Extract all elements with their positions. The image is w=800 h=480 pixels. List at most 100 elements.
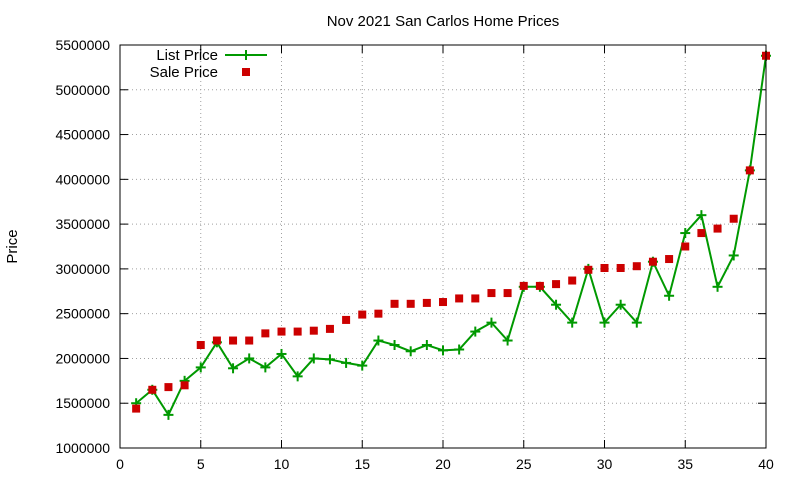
list-price-point	[631, 317, 642, 328]
sale-price-point	[374, 309, 383, 318]
sale-price-point	[277, 327, 286, 336]
list-price-point	[712, 281, 723, 292]
sale-price-point	[697, 229, 706, 238]
sale-price-point	[422, 298, 431, 307]
list-price-point	[405, 346, 416, 357]
sale-price-point	[487, 289, 496, 298]
y-tick-label: 5000000	[55, 82, 110, 98]
list-price-point	[615, 299, 626, 310]
list-price-point	[308, 353, 319, 364]
sale-price-point	[729, 214, 738, 223]
sale-price-point	[600, 263, 609, 272]
sale-price-point	[648, 257, 657, 266]
y-tick-label: 2500000	[55, 306, 110, 322]
list-price-point	[664, 290, 675, 301]
sale-price-point	[552, 280, 561, 289]
sale-price-point	[519, 281, 528, 290]
series-layer	[131, 50, 771, 420]
x-tick-label: 15	[354, 456, 370, 472]
list-price-point	[260, 362, 271, 373]
list-price-point	[163, 409, 174, 420]
x-tick-label: 5	[197, 456, 205, 472]
x-tick-label: 40	[758, 456, 774, 472]
x-tick-label: 30	[597, 456, 613, 472]
y-tick-label: 4000000	[55, 171, 110, 187]
list-price-point	[389, 340, 400, 351]
sale-price-point	[745, 166, 754, 175]
y-tick-label: 1000000	[55, 440, 110, 456]
sale-price-point	[681, 242, 690, 251]
x-tick-label: 20	[435, 456, 451, 472]
list-price-point	[470, 326, 481, 337]
sale-price-point	[342, 315, 351, 324]
sale-price-point	[164, 383, 173, 392]
sale-price-point	[503, 289, 512, 298]
sale-price-point	[229, 336, 238, 345]
legend-label: List Price	[156, 47, 218, 64]
list-price-point	[292, 371, 303, 382]
sale-price-point	[713, 224, 722, 233]
plot-frame	[119, 44, 767, 449]
y-axis-label: Price	[4, 229, 21, 263]
sale-price-point	[584, 265, 593, 274]
list-price-point	[324, 354, 335, 365]
y-tick-label: 1500000	[55, 395, 110, 411]
sale-price-point	[665, 255, 674, 264]
sale-price-point	[309, 326, 318, 335]
legend-swatch-plus	[241, 50, 251, 60]
y-tick-label: 2000000	[55, 350, 110, 366]
sale-price-point	[439, 298, 447, 307]
list-price-point	[357, 360, 368, 371]
list-price-point	[502, 335, 513, 346]
sale-price-point	[471, 294, 480, 303]
list-price-point	[373, 335, 384, 346]
x-tick-label: 25	[516, 456, 532, 472]
sale-price-point	[616, 263, 625, 272]
list-price-point	[341, 357, 352, 368]
legend-label: Sale Price	[150, 64, 218, 81]
list-price-line	[135, 55, 767, 417]
list-price-point	[228, 363, 239, 374]
sale-price-point	[132, 404, 141, 413]
list-price-point	[728, 250, 739, 261]
sale-price-point	[535, 281, 544, 290]
sale-price-point	[406, 299, 415, 308]
list-price-point	[567, 317, 578, 328]
sale-price-point	[245, 336, 254, 345]
sale-price-point	[196, 341, 205, 350]
sale-price-point	[632, 262, 641, 271]
x-tick-label: 35	[677, 456, 693, 472]
y-tick-label: 4500000	[55, 127, 110, 143]
list-price-point	[421, 340, 432, 351]
list-price-point	[244, 353, 255, 364]
list-price-point	[438, 345, 448, 356]
x-tick-label: 10	[274, 456, 290, 472]
grid	[120, 45, 766, 448]
series-sale-price	[132, 51, 770, 413]
y-tick-label: 3500000	[55, 216, 110, 232]
sale-price-point	[455, 294, 464, 303]
list-price-point	[599, 317, 610, 328]
sale-price-point	[568, 276, 577, 285]
list-price-point	[276, 348, 287, 359]
sale-price-point	[390, 299, 399, 308]
x-tick-label: 0	[116, 456, 124, 472]
sale-price-point	[180, 381, 189, 390]
list-price-point	[696, 210, 707, 221]
sale-price-point	[261, 329, 270, 338]
legend-swatch-square	[242, 68, 250, 76]
list-price-point	[680, 228, 691, 239]
chart-title: Nov 2021 San Carlos Home Prices	[327, 13, 560, 30]
list-price-point	[551, 299, 562, 310]
list-price-point	[195, 362, 206, 373]
y-tick-label: 3000000	[55, 261, 110, 277]
sale-price-point	[325, 324, 334, 333]
sale-price-point	[358, 310, 367, 319]
tick-labels: 0 5 10 15 20 25 30 35 40 1000000 1500000 2000000 250…	[55, 37, 774, 472]
list-price-point	[486, 317, 497, 328]
sale-price-point	[293, 327, 302, 336]
sale-price-point	[212, 336, 221, 345]
series-list-price	[131, 50, 771, 420]
